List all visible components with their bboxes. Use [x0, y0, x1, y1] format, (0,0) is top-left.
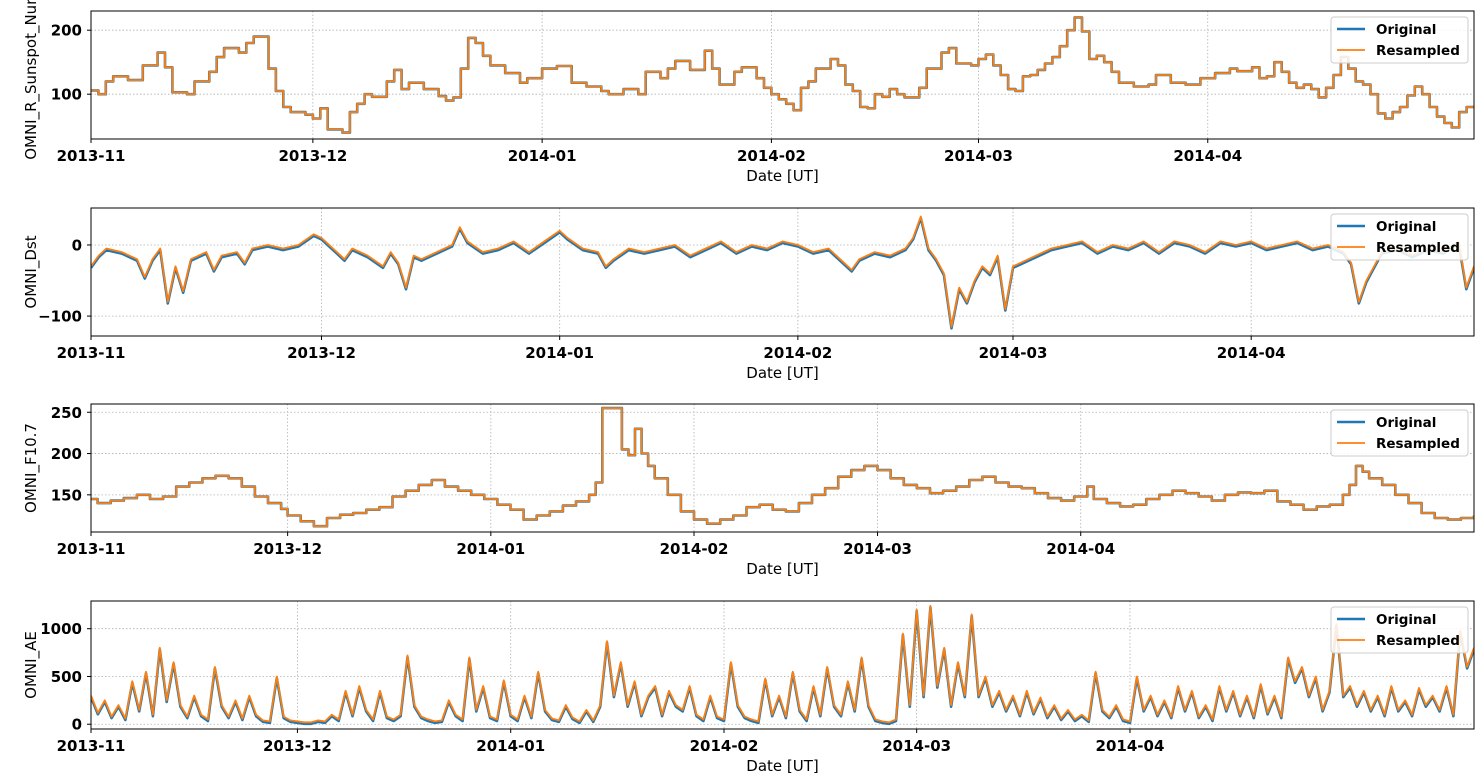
x-tick-label: 2013-11 — [57, 344, 126, 362]
legend: Original Resampled — [1330, 213, 1469, 261]
legend-label-original: Original — [1376, 219, 1436, 235]
subplot-1: 100 200 2013-11 2013-12 2014-01 2014-02 2014-0… — [22, 0, 1475, 185]
x-tick-label: 2013-12 — [253, 540, 322, 558]
legend-box — [1330, 606, 1469, 654]
plot-frame — [90, 10, 1475, 140]
x-tick-label: 2013-11 — [57, 540, 126, 558]
x-tick-label: 2014-04 — [1217, 344, 1286, 362]
series-line-original — [91, 406, 1474, 528]
legend-label-original: Original — [1376, 22, 1436, 38]
x-tick-label: 2013-12 — [263, 737, 332, 755]
y-tick-label: 1000 — [40, 620, 82, 638]
subplot-2: −100 0 2013-11 2013-12 2014-01 2014-02 2014-03… — [22, 207, 1475, 382]
legend-label-resampled: Resampled — [1376, 43, 1460, 59]
y-tick-label: 0 — [72, 716, 82, 734]
x-tick-label: 2014-01 — [508, 147, 577, 165]
legend-label-resampled: Resampled — [1376, 436, 1460, 452]
series-line-original — [91, 16, 1474, 134]
legend: Original Resampled — [1330, 606, 1469, 654]
x-tick-label: 2014-04 — [1096, 737, 1165, 755]
x-axis-label: Date [UT] — [746, 757, 818, 775]
series-line-original — [91, 216, 1474, 330]
plot-frame — [90, 403, 1475, 533]
subplot-4: 0 500 1000 2013-11 2013-12 2014-01 2014-02 2014… — [22, 600, 1475, 775]
y-axis-label: OMNI_F10.7 — [22, 423, 41, 513]
x-tick-label: 2014-03 — [944, 147, 1013, 165]
x-tick-label: 2014-04 — [1046, 540, 1115, 558]
plot-frame — [90, 207, 1475, 337]
x-tick-label: 2014-01 — [456, 540, 525, 558]
x-tick-label: 2014-03 — [979, 344, 1048, 362]
x-tick-label: 2014-02 — [690, 737, 759, 755]
x-tick-label: 2014-02 — [660, 540, 729, 558]
x-axis-label: Date [UT] — [746, 167, 818, 185]
y-tick-label: 150 — [51, 486, 82, 504]
y-axis-label: OMNI_R_Sunspot_Num — [22, 0, 41, 160]
legend-label-resampled: Resampled — [1376, 633, 1460, 649]
y-axis-label: OMNI_Dst — [22, 235, 41, 308]
x-axis-label: Date [UT] — [746, 560, 818, 578]
y-tick-label: 250 — [51, 404, 82, 422]
plot-frame — [90, 600, 1475, 730]
y-tick-label: 100 — [51, 86, 82, 104]
subplot-3: 150 200 250 2013-11 2013-12 2014-01 2014-02 201… — [22, 403, 1475, 578]
legend-box — [1330, 213, 1469, 261]
y-axis-label: OMNI_AE — [22, 631, 41, 699]
x-tick-label: 2013-12 — [287, 344, 356, 362]
series-line-resampled — [91, 604, 1474, 724]
legend: Original Resampled — [1330, 16, 1469, 64]
legend-box — [1330, 16, 1469, 64]
x-tick-label: 2014-03 — [843, 540, 912, 558]
x-tick-label: 2014-01 — [525, 344, 594, 362]
x-tick-label: 2013-12 — [278, 147, 347, 165]
y-tick-label: −100 — [38, 308, 82, 326]
series-line-resampled — [91, 16, 1474, 134]
legend-label-resampled: Resampled — [1376, 240, 1460, 256]
y-tick-label: 200 — [51, 22, 82, 40]
legend: Original Resampled — [1330, 409, 1469, 457]
legend-box — [1330, 409, 1469, 457]
x-tick-label: 2013-11 — [57, 147, 126, 165]
y-tick-label: 200 — [51, 445, 82, 463]
legend-label-original: Original — [1376, 415, 1436, 431]
x-tick-label: 2014-02 — [763, 344, 832, 362]
legend-label-original: Original — [1376, 612, 1436, 628]
x-tick-label: 2013-11 — [57, 737, 126, 755]
x-tick-label: 2014-04 — [1173, 147, 1242, 165]
series-line-resampled — [91, 215, 1474, 328]
x-tick-label: 2014-03 — [882, 737, 951, 755]
y-tick-label: 500 — [51, 668, 82, 686]
series-line-resampled — [91, 407, 1474, 528]
x-tick-label: 2014-01 — [476, 737, 545, 755]
x-axis-label: Date [UT] — [746, 364, 818, 382]
y-tick-label: 0 — [72, 236, 82, 254]
x-tick-label: 2014-02 — [737, 147, 806, 165]
